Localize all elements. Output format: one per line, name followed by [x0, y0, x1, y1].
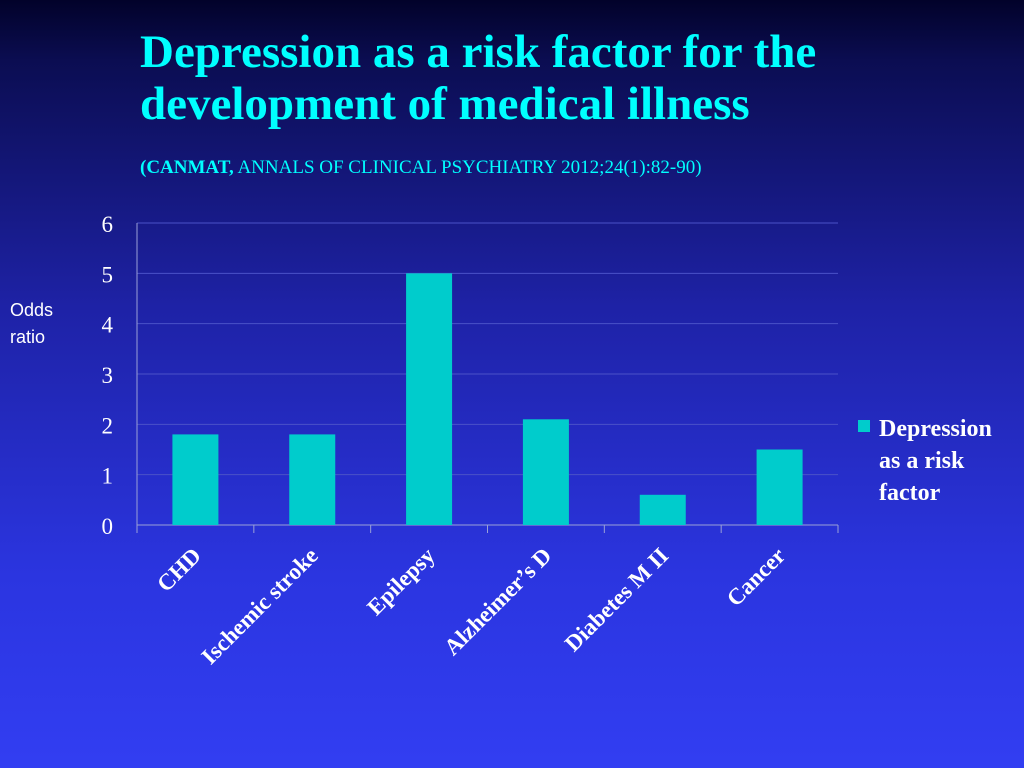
x-tick-label: Ischemic stroke	[197, 543, 323, 669]
x-tick-label: CHD	[152, 543, 206, 597]
legend-line-3: factor	[879, 480, 941, 506]
x-tick-label: Alzheimer’s D	[439, 543, 556, 660]
citation-source: (CANMAT,	[140, 157, 234, 178]
bar-0	[172, 434, 219, 525]
x-tick-label: Cancer	[722, 543, 790, 611]
citation: (CANMAT, ANNALS OF CLINICAL PSYCHIATRY 2…	[140, 157, 702, 179]
bar-2	[406, 273, 453, 525]
legend-swatch	[858, 420, 870, 432]
bar-5	[756, 449, 803, 525]
y-tick-label: 0	[102, 514, 114, 539]
y-axis-label: Odds ratio	[10, 297, 53, 351]
y-tick-label: 5	[102, 262, 114, 287]
slide-title: Depression as a risk factor for the deve…	[140, 26, 817, 130]
y-axis-label-line1: Odds	[10, 300, 54, 320]
legend-line-2: as a risk	[879, 448, 965, 474]
y-axis-label-line2: ratio	[10, 327, 46, 347]
legend: Depression as a risk factor	[858, 413, 1023, 509]
y-tick-label: 4	[102, 313, 114, 338]
x-tick-label: Diabetes M II	[560, 543, 673, 656]
y-tick-label: 1	[102, 464, 114, 489]
x-tick-label: Epilepsy	[362, 543, 440, 621]
citation-journal: ANNALS OF CLINICAL PSYCHIATRY 2012;24(1)…	[233, 157, 702, 178]
legend-line-1: Depression	[879, 416, 992, 442]
bar-1	[289, 434, 336, 525]
y-tick-label: 3	[102, 363, 114, 388]
bar-4	[639, 494, 686, 525]
y-tick-label: 2	[102, 413, 114, 438]
bar-3	[522, 419, 569, 525]
y-tick-label: 6	[102, 212, 114, 237]
